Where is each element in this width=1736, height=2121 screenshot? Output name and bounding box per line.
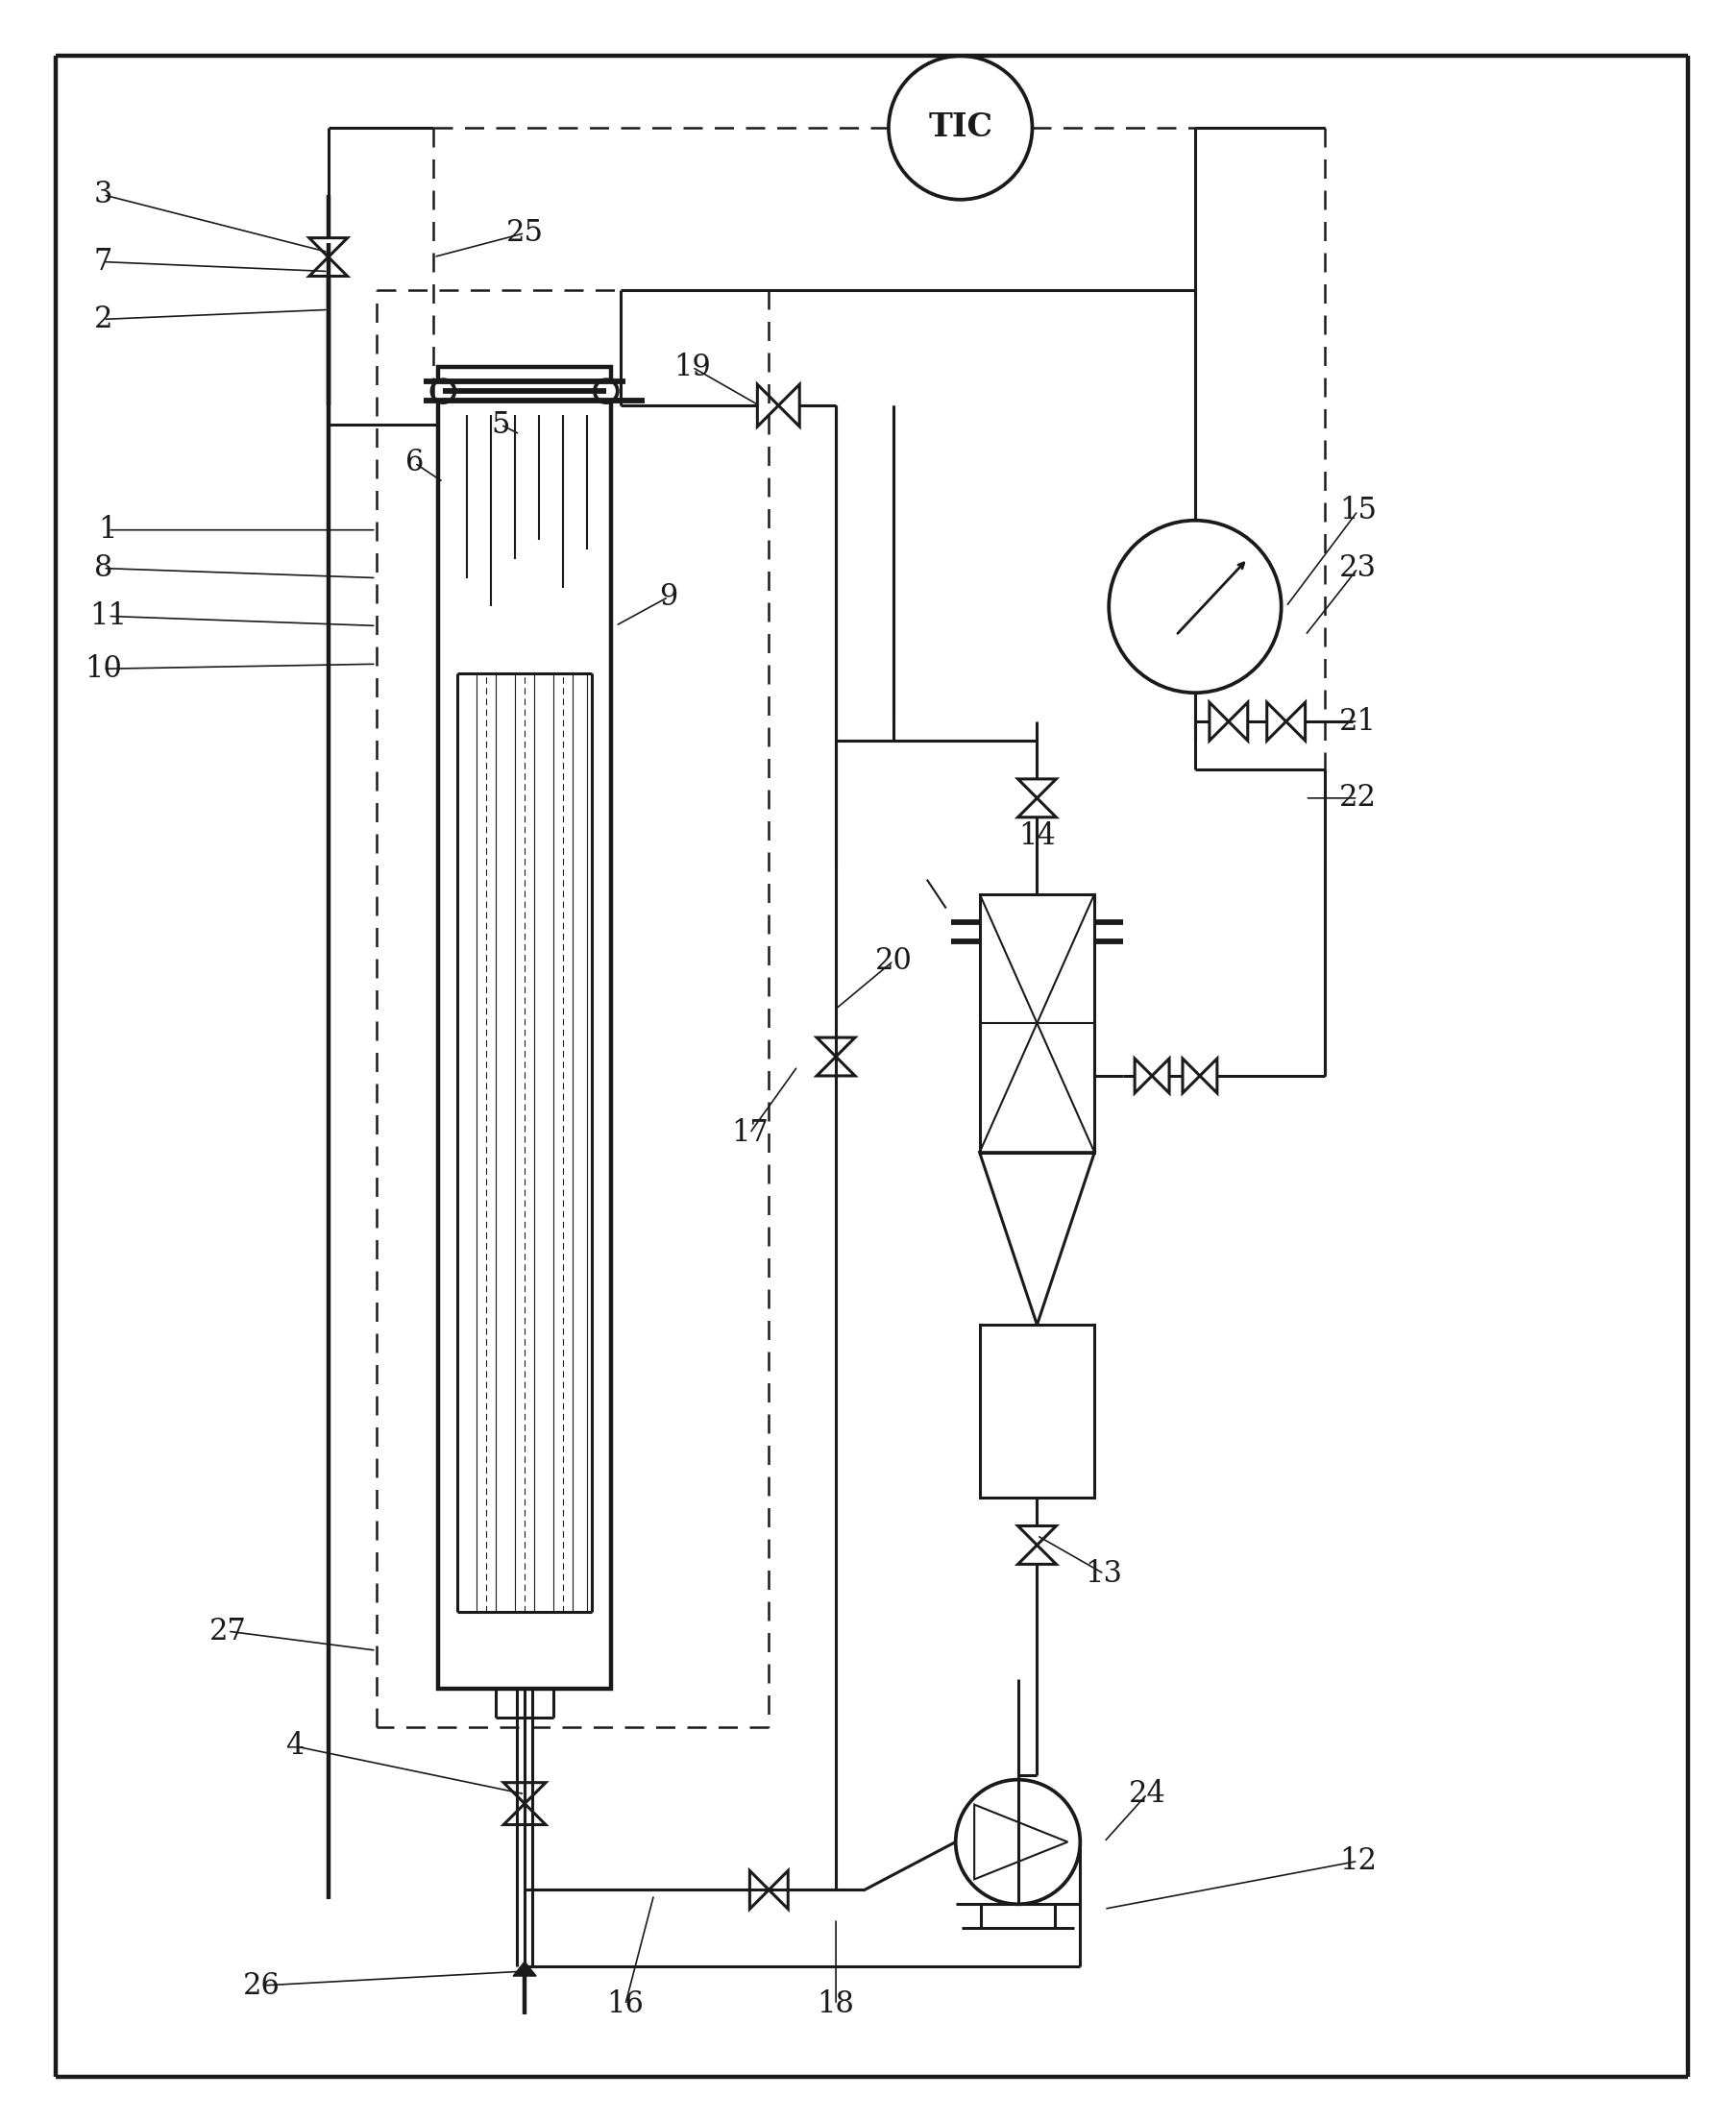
Text: 6: 6: [404, 448, 424, 477]
Polygon shape: [1017, 797, 1055, 817]
Text: 14: 14: [1019, 821, 1055, 851]
Text: 4: 4: [285, 1731, 304, 1760]
Text: 24: 24: [1128, 1780, 1167, 1809]
Text: 8: 8: [94, 554, 113, 583]
Text: 26: 26: [243, 1970, 279, 2000]
Text: 17: 17: [731, 1118, 769, 1147]
Text: 10: 10: [85, 653, 122, 683]
Text: 5: 5: [491, 409, 510, 439]
Text: 1: 1: [99, 515, 118, 545]
Polygon shape: [1182, 1058, 1200, 1092]
Text: 23: 23: [1338, 554, 1377, 583]
Circle shape: [955, 1780, 1080, 1905]
Polygon shape: [757, 384, 778, 426]
Polygon shape: [503, 1803, 545, 1824]
Text: 7: 7: [94, 246, 113, 276]
Text: 3: 3: [94, 180, 113, 210]
Text: 22: 22: [1338, 783, 1377, 812]
Circle shape: [889, 55, 1033, 199]
Polygon shape: [816, 1037, 856, 1056]
Text: 13: 13: [1085, 1559, 1123, 1589]
Polygon shape: [1200, 1058, 1217, 1092]
Circle shape: [432, 380, 455, 403]
Bar: [439, 367, 611, 1688]
Polygon shape: [750, 1871, 769, 1909]
Polygon shape: [974, 1805, 1068, 1879]
Text: 12: 12: [1338, 1845, 1377, 1875]
Text: 21: 21: [1338, 706, 1377, 736]
Text: 27: 27: [208, 1616, 247, 1646]
Text: 11: 11: [89, 600, 127, 632]
Text: TIC: TIC: [929, 112, 993, 144]
Polygon shape: [1135, 1058, 1153, 1092]
Polygon shape: [309, 257, 347, 276]
Polygon shape: [1017, 1525, 1055, 1544]
Text: 25: 25: [505, 218, 543, 248]
Polygon shape: [1267, 702, 1286, 740]
Circle shape: [1109, 520, 1281, 694]
Polygon shape: [769, 1871, 788, 1909]
Polygon shape: [1229, 702, 1248, 740]
Bar: [979, 893, 1094, 1152]
Polygon shape: [1017, 1544, 1055, 1563]
Text: 18: 18: [818, 1989, 854, 2019]
Polygon shape: [1153, 1058, 1170, 1092]
Text: 9: 9: [660, 581, 677, 611]
Polygon shape: [1017, 778, 1055, 797]
Polygon shape: [514, 1962, 536, 1977]
Polygon shape: [816, 1056, 856, 1075]
Text: 16: 16: [606, 1989, 644, 2019]
Polygon shape: [503, 1782, 545, 1803]
Polygon shape: [1286, 702, 1305, 740]
Text: 15: 15: [1338, 496, 1377, 526]
Polygon shape: [778, 384, 800, 426]
Text: 20: 20: [875, 946, 911, 976]
Polygon shape: [1210, 702, 1229, 740]
Text: 19: 19: [674, 352, 710, 382]
Text: 2: 2: [94, 305, 113, 335]
Bar: [979, 1326, 1094, 1497]
Circle shape: [594, 380, 618, 403]
Polygon shape: [309, 238, 347, 257]
